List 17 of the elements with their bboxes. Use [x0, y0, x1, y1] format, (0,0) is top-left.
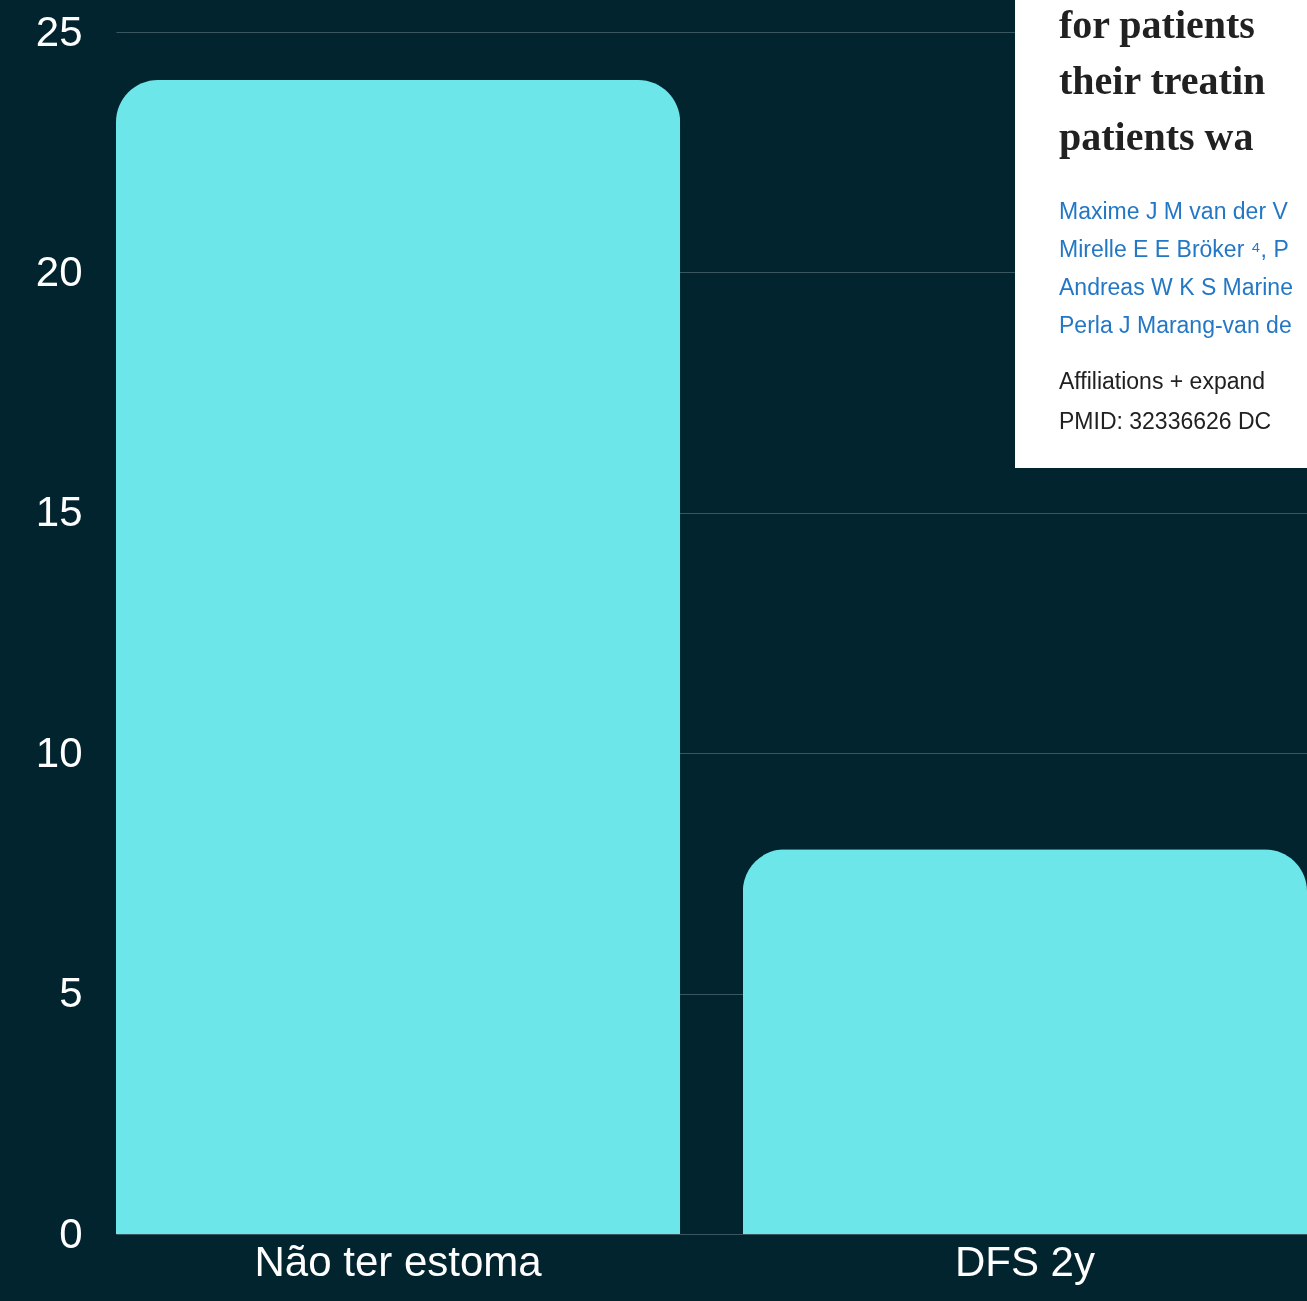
annotation: PMID: 32336626 DC — [1059, 408, 1272, 434]
annotation: patients wa — [1059, 114, 1254, 159]
y-tick-label: 5 — [59, 969, 83, 1017]
annotation: for patients — [1059, 2, 1255, 47]
y-tick-label: 0 — [59, 1209, 83, 1257]
annotation: Andreas W K S Marine — [1059, 274, 1293, 300]
annotation: Perla J Marang-van de — [1059, 312, 1292, 338]
y-tick-label: 15 — [35, 488, 83, 536]
annotation: Mirelle E E Bröker ⁴, P — [1059, 236, 1289, 262]
y-tick-label: 10 — [35, 728, 83, 776]
annotation: Maxime J M van der V — [1059, 198, 1289, 224]
y-tick-label: 25 — [35, 7, 83, 55]
annotation: Affiliations + expand — [1059, 368, 1266, 394]
y-tick-label: 20 — [35, 247, 83, 295]
x-tick-label: DFS 2y — [954, 1237, 1095, 1285]
annotation: their treatin — [1059, 58, 1266, 103]
x-tick-label: Não ter estoma — [254, 1237, 543, 1285]
